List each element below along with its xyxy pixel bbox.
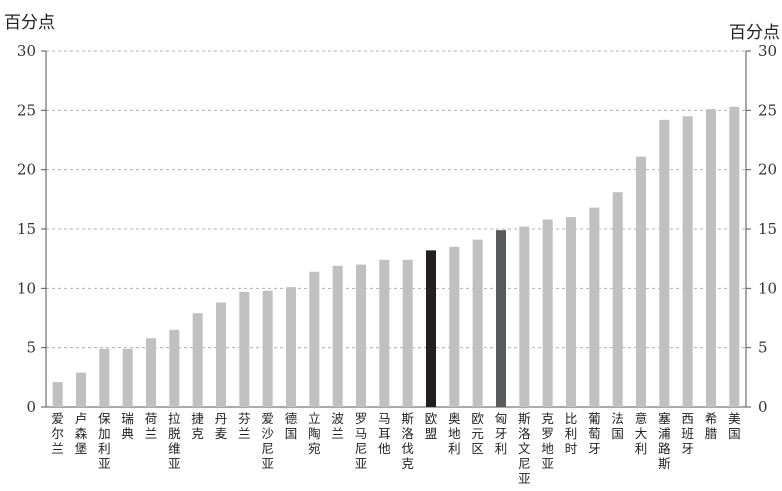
bar — [589, 207, 600, 407]
bar — [612, 192, 623, 407]
x-tick-label: 罗马尼亚 — [355, 411, 368, 471]
x-tick-label: 塞浦路斯 — [658, 411, 671, 471]
bar — [122, 348, 133, 407]
bar — [99, 348, 110, 407]
x-tick-label: 爱沙尼亚 — [261, 411, 274, 471]
x-tick-label: 欧元区 — [471, 411, 484, 456]
bar — [169, 329, 180, 407]
x-tick-label: 意大利 — [635, 411, 648, 456]
bar — [519, 226, 530, 407]
bar — [356, 264, 366, 407]
y-tick-label-right: 5 — [758, 339, 768, 357]
bar — [402, 259, 413, 407]
bar — [706, 109, 716, 407]
x-tick-label: 比利时 — [565, 411, 578, 456]
x-tick-label: 丹麦 — [215, 411, 228, 441]
x-tick-label: 保加利亚 — [98, 411, 111, 471]
y-tick-label-left: 15 — [17, 220, 36, 238]
x-tick-label: 爱尔兰 — [51, 411, 64, 456]
bar — [682, 116, 693, 408]
bar — [52, 382, 63, 407]
bar — [379, 259, 390, 407]
x-tick-label: 立陶宛 — [308, 411, 321, 456]
bar — [472, 239, 483, 407]
x-tick-label: 德国 — [285, 411, 298, 441]
x-tick-label: 美国 — [728, 411, 741, 441]
y-tick-label-right: 0 — [758, 398, 768, 416]
x-tick-label: 西班牙 — [681, 411, 694, 456]
x-tick-label: 法国 — [611, 411, 624, 441]
x-tick-label: 斯洛伐克 — [401, 411, 414, 471]
x-tick-label: 捷克 — [191, 411, 204, 441]
x-tick-label: 斯洛文尼亚 — [518, 411, 531, 486]
x-tick-label: 拉脱维亚 — [168, 411, 181, 471]
y-tick-label-right: 20 — [758, 161, 777, 179]
bar — [496, 230, 506, 407]
x-tick-label: 葡萄牙 — [588, 411, 601, 456]
y-tick-label-left: 10 — [17, 279, 36, 297]
bar — [426, 250, 436, 407]
x-tick-label: 荷兰 — [145, 411, 158, 441]
bar — [566, 217, 576, 407]
bar — [216, 302, 226, 407]
x-tick-label: 卢森堡 — [75, 411, 88, 456]
x-tick-label: 芬兰 — [238, 411, 251, 441]
y-tick-label-left: 5 — [26, 339, 36, 357]
x-tick-label: 克罗地亚 — [541, 411, 554, 471]
y-tick-label-left: 0 — [26, 398, 36, 416]
y-tick-label-right: 15 — [758, 220, 777, 238]
bar — [262, 290, 273, 407]
y-tick-label-left: 25 — [17, 101, 36, 119]
bar — [729, 106, 740, 408]
bar — [542, 219, 553, 407]
x-tick-label: 匈牙利 — [495, 411, 508, 456]
x-tick-label: 希腊 — [705, 411, 718, 441]
y-tick-label-left: 30 — [17, 42, 36, 60]
y-tick-label-left: 20 — [17, 161, 36, 179]
bar — [636, 156, 646, 407]
bar — [286, 287, 296, 407]
bar — [659, 119, 670, 408]
x-tick-label: 奥地利 — [448, 411, 461, 456]
bar — [146, 338, 156, 407]
bar — [332, 265, 343, 407]
y-tick-label-right: 30 — [758, 42, 777, 60]
x-tick-label: 波兰 — [331, 411, 344, 441]
y-axis-unit-right: 百分点 — [729, 23, 780, 43]
bar — [192, 313, 203, 407]
x-tick-label: 欧盟 — [425, 411, 438, 441]
x-tick-label: 瑞典 — [121, 411, 134, 441]
bar — [309, 271, 320, 407]
bar — [239, 291, 250, 407]
x-tick-label: 马耳他 — [378, 411, 391, 456]
y-axis-unit-left: 百分点 — [4, 13, 55, 33]
bar — [449, 246, 460, 407]
bar — [76, 372, 86, 407]
y-tick-label-right: 10 — [758, 279, 777, 297]
y-tick-label-right: 25 — [758, 101, 777, 119]
